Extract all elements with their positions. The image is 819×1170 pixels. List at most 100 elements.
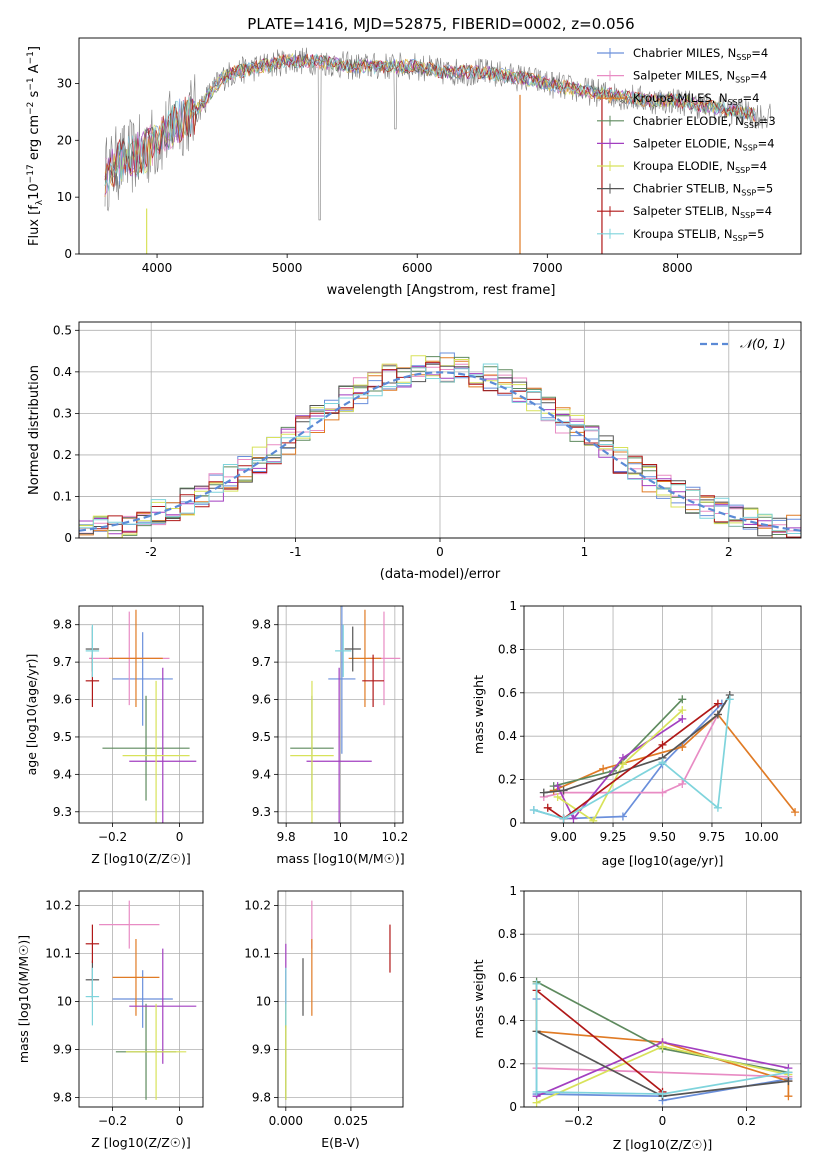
x-axis-label: Z [log10(Z/Z☉)] [91, 1135, 191, 1150]
weight-point [725, 695, 734, 704]
axes-frame [277, 605, 404, 824]
y-axis-label: mass [log10(M/M☉)] [16, 935, 31, 1063]
label-part: ] [27, 46, 42, 51]
y-tick-label: 9.3 [53, 805, 72, 819]
x-axis-label: (data-model)/error [380, 567, 501, 582]
label-part: −2 [26, 102, 36, 115]
weight-point [553, 782, 562, 791]
y-tick-label: 30 [57, 76, 72, 90]
y-axis-label: age [log10(age/yr)] [24, 654, 39, 776]
y-tick-label: 10.2 [45, 898, 72, 912]
legend-entry: Kroupa ELODIE, NSSP=4 [633, 159, 767, 175]
weight-lines [532, 977, 793, 1107]
axes-frame [78, 37, 802, 255]
weight-point [678, 695, 687, 704]
weight-series-line [536, 1067, 789, 1078]
chart-age-vs-mass: 9.8 10 10.2 9.3 9.4 9.5 9.6 9.7 9.8 mass [log10(M… [252, 605, 408, 866]
x-tick-label: 0.000 [269, 1114, 303, 1128]
y-tick-label: 0 [64, 247, 72, 261]
legend-sub: SSP [728, 98, 743, 107]
weight-point [532, 1098, 541, 1107]
y-tick-label: 10 [57, 994, 72, 1008]
weight-point [618, 812, 627, 821]
weight-series-line [543, 714, 719, 798]
x-tick-label: 0 [659, 1114, 667, 1128]
histograms [79, 352, 801, 538]
weight-series-line [543, 694, 731, 794]
chart-residual-histogram: -2 -1 0 1 2 0 0.1 0.2 0.3 0.4 0.5 𝒩(0, 1) (data-mode… [27, 321, 802, 582]
axes-frame [78, 890, 204, 1108]
legend-text: =5 [756, 182, 773, 196]
label-part: −1 [26, 77, 36, 90]
legend-entry: Chabrier MILES, NSSP=4 [633, 46, 768, 62]
weight-point [532, 1087, 541, 1096]
y-tick-label: 0.4 [498, 1014, 517, 1028]
x-tick-label: 1 [581, 545, 589, 559]
legend-text: =4 [755, 204, 772, 218]
weight-point [599, 764, 608, 773]
axes-frame [277, 890, 404, 1108]
y-tick-label: 9.8 [252, 1090, 271, 1104]
x-tick-label: −0.2 [98, 1114, 127, 1128]
y-tick-label: 9.6 [252, 693, 271, 707]
y-tick-label: 9.8 [53, 618, 72, 632]
legend-sub: SSP [736, 53, 751, 62]
label-part: Flux [f [27, 205, 42, 246]
weight-series-line [547, 702, 719, 820]
x-tick-label: 9.00 [550, 830, 577, 844]
y-tick-label: 0.4 [53, 365, 72, 379]
legend-entry: Chabrier STELIB, NSSP=5 [633, 182, 773, 198]
legend-sub: SSP [740, 211, 755, 220]
y-tick-label: 0.6 [498, 970, 517, 984]
legend-text: Kroupa ELODIE, N [633, 159, 735, 173]
normal-curve [79, 371, 801, 532]
legend-text: Salpeter STELIB, N [633, 204, 740, 218]
legend-text: =4 [743, 91, 760, 105]
errorbars [85, 609, 197, 823]
legend-text: Salpeter MILES, N [633, 69, 735, 83]
figure-title: PLATE=1416, MJD=52875, FIBERID=0002, z=0… [247, 15, 634, 33]
x-tick-label: 10.00 [744, 830, 778, 844]
x-tick-label: 10.2 [381, 830, 408, 844]
y-tick-label: 0.8 [498, 642, 517, 656]
x-tick-label: -1 [290, 545, 302, 559]
label-part: −17 [26, 164, 36, 183]
weight-point [532, 979, 541, 988]
x-tick-label: 0 [436, 545, 444, 559]
histogram-series [79, 363, 801, 538]
x-tick-label: 9.25 [600, 830, 627, 844]
weight-point [678, 706, 687, 715]
y-tick-label: 10 [57, 190, 72, 204]
weight-point [784, 1068, 793, 1077]
weight-point [784, 1077, 793, 1086]
x-tick-label: 0.2 [737, 1114, 756, 1128]
y-axis-label: Flux [fλ10−17 erg cm−2 s−1 A−1] [26, 46, 45, 246]
y-tick-label: 1 [509, 884, 517, 898]
legend-entry: Kroupa MILES, NSSP=4 [633, 91, 759, 107]
x-tick-label: 5000 [272, 261, 303, 275]
errorbars [85, 900, 197, 1100]
y-tick-label: 9.3 [252, 805, 271, 819]
y-tick-label: 0.2 [498, 1057, 517, 1071]
chart-weight-vs-z: −0.2 0 0.2 0 0.2 0.4 0.6 0.8 1 Z [log10(Z/Z☉)] mas… [471, 884, 802, 1152]
x-tick-label: 0 [176, 1114, 184, 1128]
spectrum-lines [104, 47, 772, 254]
y-tick-label: 0.1 [53, 489, 72, 503]
label-part: A [27, 64, 42, 77]
chart-mass-vs-ebv: 0.000 0.025 9.8 9.9 10 10.1 10.2 E(B-V) [244, 890, 404, 1150]
x-tick-label: 0 [176, 830, 184, 844]
y-tick-label: 10.2 [244, 898, 271, 912]
x-axis-label: wavelength [Angstrom, rest frame] [327, 283, 556, 298]
y-tick-label: 10 [256, 994, 271, 1008]
legend-text: Kroupa MILES, N [633, 91, 728, 105]
y-tick-label: 0.4 [498, 729, 517, 743]
y-axis-label: mass weight [471, 675, 486, 754]
y-tick-label: 10.1 [244, 946, 271, 960]
chart-mass-vs-z: −0.2 0 9.8 9.9 10 10.1 10.2 Z [log10(Z/Z☉)] mass… [16, 890, 204, 1150]
x-tick-label: 9.75 [699, 830, 726, 844]
x-tick-label: 7000 [532, 261, 563, 275]
y-tick-label: 9.4 [252, 767, 271, 781]
y-tick-label: 9.5 [252, 730, 271, 744]
weight-point [784, 1092, 793, 1101]
